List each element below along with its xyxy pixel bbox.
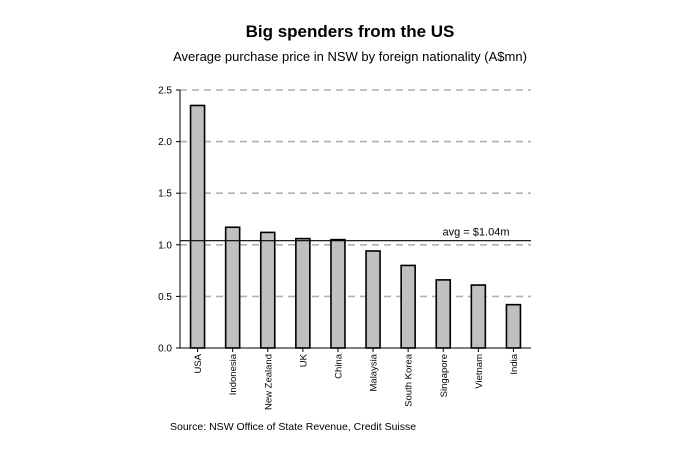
bar (470, 284, 487, 349)
y-tick-label: 1.5 (158, 189, 172, 200)
bar (365, 250, 381, 349)
y-tick-label: 0.0 (158, 344, 172, 355)
y-tick-label: 0.5 (158, 292, 172, 303)
tick-labels: 0.0 0.5 1.0 1.5 2.0 2.5 USA Indonesia New Zealan… (158, 86, 520, 410)
bar (330, 238, 346, 349)
chart-subtitle: Average purchase price in NSW by foreign… (173, 49, 527, 64)
x-tick-label: New Zealand (263, 354, 274, 410)
bar (259, 231, 276, 349)
bar (224, 226, 241, 349)
y-tick-label: 1.0 (158, 240, 172, 251)
x-tick-label: UK (298, 353, 309, 367)
bar (295, 237, 311, 349)
x-tick-label: China (333, 353, 344, 379)
x-tick-label: USA (193, 353, 204, 373)
bar (505, 303, 522, 349)
chart-title: Big spenders from the US (245, 22, 455, 41)
x-tick-label: South Korea (404, 353, 415, 407)
bars (189, 104, 522, 349)
x-tick-label: India (509, 353, 520, 374)
bar (435, 279, 452, 349)
y-tick-label: 2.5 (158, 86, 172, 97)
x-tick-label: Singapore (439, 354, 450, 397)
y-tick-label: 2.0 (158, 137, 172, 148)
x-tick-label: Malaysia (369, 353, 380, 391)
bar (400, 264, 416, 349)
average-line-group: avg = $1.04m (180, 227, 531, 242)
source-note: Source: NSW Office of State Revenue, Cre… (170, 421, 417, 433)
x-tick-label: Vietnam (474, 354, 485, 389)
average-label: avg = $1.04m (443, 227, 510, 239)
bar (189, 104, 206, 349)
x-tick-label: Indonesia (228, 353, 239, 395)
